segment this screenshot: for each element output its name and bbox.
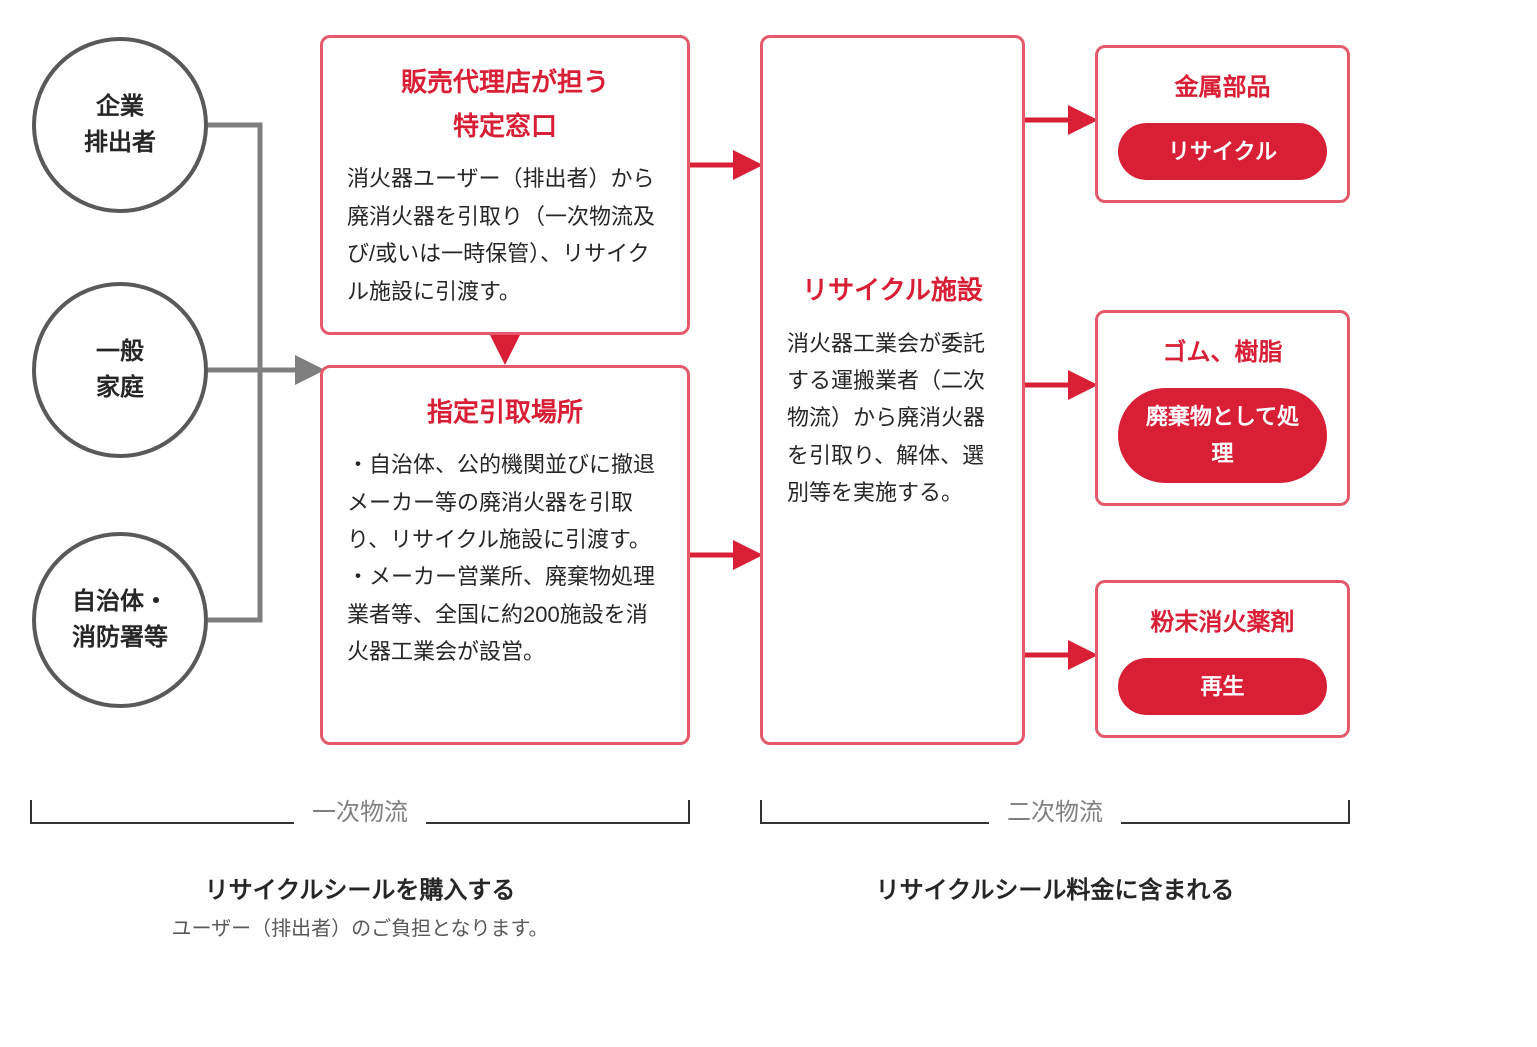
output-box: 金属部品リサイクル: [1095, 45, 1350, 203]
output-pill: 再生: [1118, 658, 1327, 715]
primary-footer-main: リサイクルシールを購入する: [80, 870, 640, 905]
recycling-flow-diagram: 企業排出者一般家庭自治体・消防署等 販売代理店が担う特定窓口消火器ユーザー（排出者…: [20, 20, 1517, 1027]
output-box: ゴム、樹脂廃棄物として処理: [1095, 310, 1350, 506]
secondary-footer-main: リサイクルシール料金に含まれる: [775, 870, 1335, 905]
source-circle: 一般家庭: [32, 282, 208, 458]
recycling-facility-title: リサイクル施設: [787, 268, 998, 312]
specific-window-box-title: 販売代理店が担う特定窓口: [347, 60, 663, 148]
primary-footer-sub: ユーザー（排出者）のご負担となります。: [80, 912, 640, 941]
output-pill: リサイクル: [1118, 123, 1327, 180]
pickup-location-box-title: 指定引取場所: [347, 390, 663, 434]
output-title: 金属部品: [1118, 68, 1327, 109]
recycling-facility-body: 消火器工業会が委託する運搬業者（二次物流）から廃消火器を引取り、解体、選別等を実…: [787, 325, 998, 512]
output-title: 粉末消火薬剤: [1118, 603, 1327, 644]
specific-window-box: 販売代理店が担う特定窓口消火器ユーザー（排出者）から廃消火器を引取り（一次物流及…: [320, 35, 690, 335]
specific-window-box-body: 消火器ユーザー（排出者）から廃消火器を引取り（一次物流及び/或いは一時保管）、リ…: [347, 160, 663, 310]
source-circle: 企業排出者: [32, 37, 208, 213]
source-merge-arrow: [208, 125, 320, 370]
pickup-location-box-body: ・自治体、公的機関並びに撤退メーカー等の廃消火器を引取り、リサイクル施設に引渡す…: [347, 446, 663, 670]
output-title: ゴム、樹脂: [1118, 333, 1327, 374]
secondary-logistics-bracket-label: 二次物流: [760, 792, 1350, 827]
recycling-facility-box: リサイクル施設消火器工業会が委託する運搬業者（二次物流）から廃消火器を引取り、解…: [760, 35, 1025, 745]
output-pill: 廃棄物として処理: [1118, 388, 1327, 483]
source-circle: 自治体・消防署等: [32, 532, 208, 708]
primary-logistics-bracket-label: 一次物流: [30, 792, 690, 827]
source-merge-arrow: [208, 370, 320, 620]
output-box: 粉末消火薬剤再生: [1095, 580, 1350, 738]
pickup-location-box: 指定引取場所・自治体、公的機関並びに撤退メーカー等の廃消火器を引取り、リサイクル…: [320, 365, 690, 745]
